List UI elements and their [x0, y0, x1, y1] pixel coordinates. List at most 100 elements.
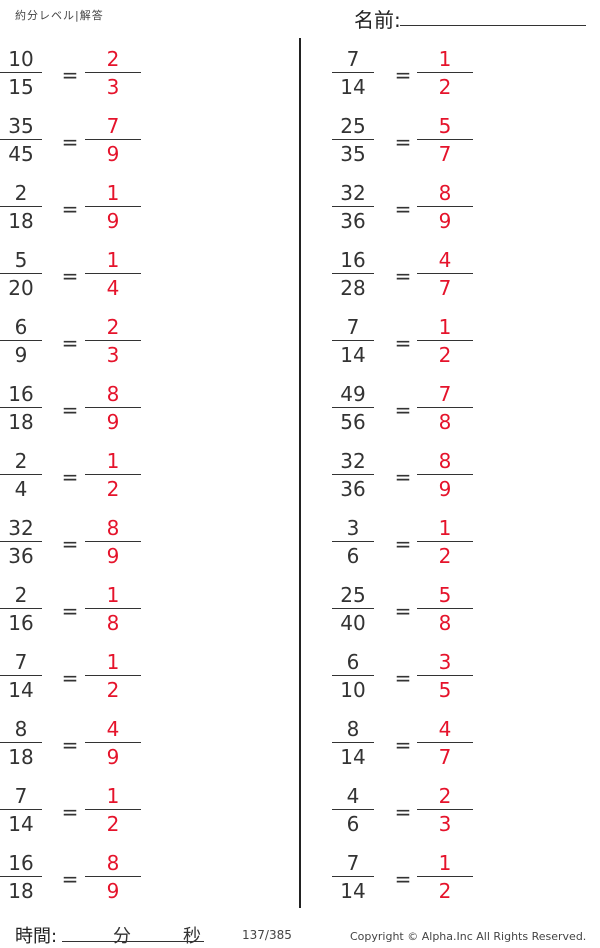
denominator: 2 — [438, 343, 452, 367]
problem-fraction: 6 10 — [332, 650, 374, 703]
time-label: 時間: — [15, 926, 58, 947]
denominator: 14 — [8, 812, 34, 836]
numerator: 1 — [438, 851, 452, 875]
denominator: 9 — [14, 343, 28, 367]
denominator: 5 — [438, 678, 452, 702]
denominator: 9 — [106, 544, 120, 568]
denominator: 36 — [8, 544, 34, 568]
denominator: 3 — [438, 812, 452, 836]
numerator: 2 — [14, 181, 28, 205]
denominator: 7 — [438, 142, 452, 166]
fraction-bar — [332, 139, 374, 140]
denominator: 6 — [346, 812, 360, 836]
numerator: 4 — [106, 717, 120, 741]
fraction-bar — [332, 273, 374, 274]
fraction-bar — [0, 876, 42, 877]
problem-fraction: 32 36 — [332, 181, 374, 234]
fraction-bar — [332, 206, 374, 207]
equals-sign: = — [61, 867, 79, 891]
denominator: 8 — [106, 611, 120, 635]
numerator: 8 — [14, 717, 28, 741]
equals-sign: = — [61, 331, 79, 355]
numerator: 2 — [14, 583, 28, 607]
equals-sign: = — [61, 666, 79, 690]
equals-sign: = — [61, 63, 79, 87]
numerator: 8 — [106, 516, 120, 540]
fraction-bar — [0, 742, 42, 743]
numerator: 4 — [438, 248, 452, 272]
equals-sign: = — [394, 398, 412, 422]
numerator: 8 — [438, 181, 452, 205]
numerator: 25 — [340, 583, 366, 607]
equals-sign: = — [394, 666, 412, 690]
fraction-bar — [332, 876, 374, 877]
fraction-bar — [0, 72, 42, 73]
fraction-bar — [417, 541, 473, 542]
equals-sign: = — [61, 197, 79, 221]
numerator: 6 — [346, 650, 360, 674]
denominator: 4 — [106, 276, 120, 300]
denominator: 14 — [340, 75, 366, 99]
numerator: 1 — [438, 516, 452, 540]
fraction-bar — [0, 541, 42, 542]
numerator: 1 — [438, 315, 452, 339]
numerator: 1 — [106, 583, 120, 607]
numerator: 7 — [346, 315, 360, 339]
denominator: 36 — [340, 477, 366, 501]
equals-sign: = — [394, 733, 412, 757]
numerator: 16 — [340, 248, 366, 272]
equals-sign: = — [394, 63, 412, 87]
problem-fraction: 7 14 — [332, 47, 374, 100]
problem-fraction: 16 18 — [0, 382, 42, 435]
equals-sign: = — [61, 733, 79, 757]
numerator: 6 — [14, 315, 28, 339]
denominator: 9 — [438, 477, 452, 501]
copyright: Copyright © Alpha.Inc All Rights Reserve… — [350, 930, 587, 943]
fraction-bar — [0, 407, 42, 408]
column-divider — [299, 38, 301, 908]
fraction-bar — [417, 72, 473, 73]
numerator: 4 — [438, 717, 452, 741]
problem-fraction: 7 14 — [332, 851, 374, 904]
numerator: 2 — [106, 47, 120, 71]
denominator: 2 — [438, 879, 452, 903]
equals-sign: = — [394, 867, 412, 891]
fraction-bar — [417, 876, 473, 877]
denominator: 7 — [438, 745, 452, 769]
numerator: 35 — [8, 114, 34, 138]
denominator: 28 — [340, 276, 366, 300]
equals-sign: = — [61, 398, 79, 422]
numerator: 7 — [14, 650, 28, 674]
fraction-bar — [332, 407, 374, 408]
denominator: 7 — [438, 276, 452, 300]
denominator: 9 — [106, 879, 120, 903]
equals-sign: = — [61, 264, 79, 288]
denominator: 8 — [438, 410, 452, 434]
problem-fraction: 2 18 — [0, 181, 42, 234]
denominator: 10 — [340, 678, 366, 702]
denominator: 20 — [8, 276, 34, 300]
fraction-bar — [0, 474, 42, 475]
time-field-line — [62, 941, 204, 942]
denominator: 18 — [8, 209, 34, 233]
denominator: 2 — [106, 678, 120, 702]
numerator: 10 — [8, 47, 34, 71]
fraction-bar — [85, 273, 141, 274]
numerator: 5 — [14, 248, 28, 272]
page-number: 137/385 — [242, 928, 292, 942]
fraction-bar — [0, 809, 42, 810]
fraction-bar — [85, 474, 141, 475]
equals-sign: = — [61, 599, 79, 623]
